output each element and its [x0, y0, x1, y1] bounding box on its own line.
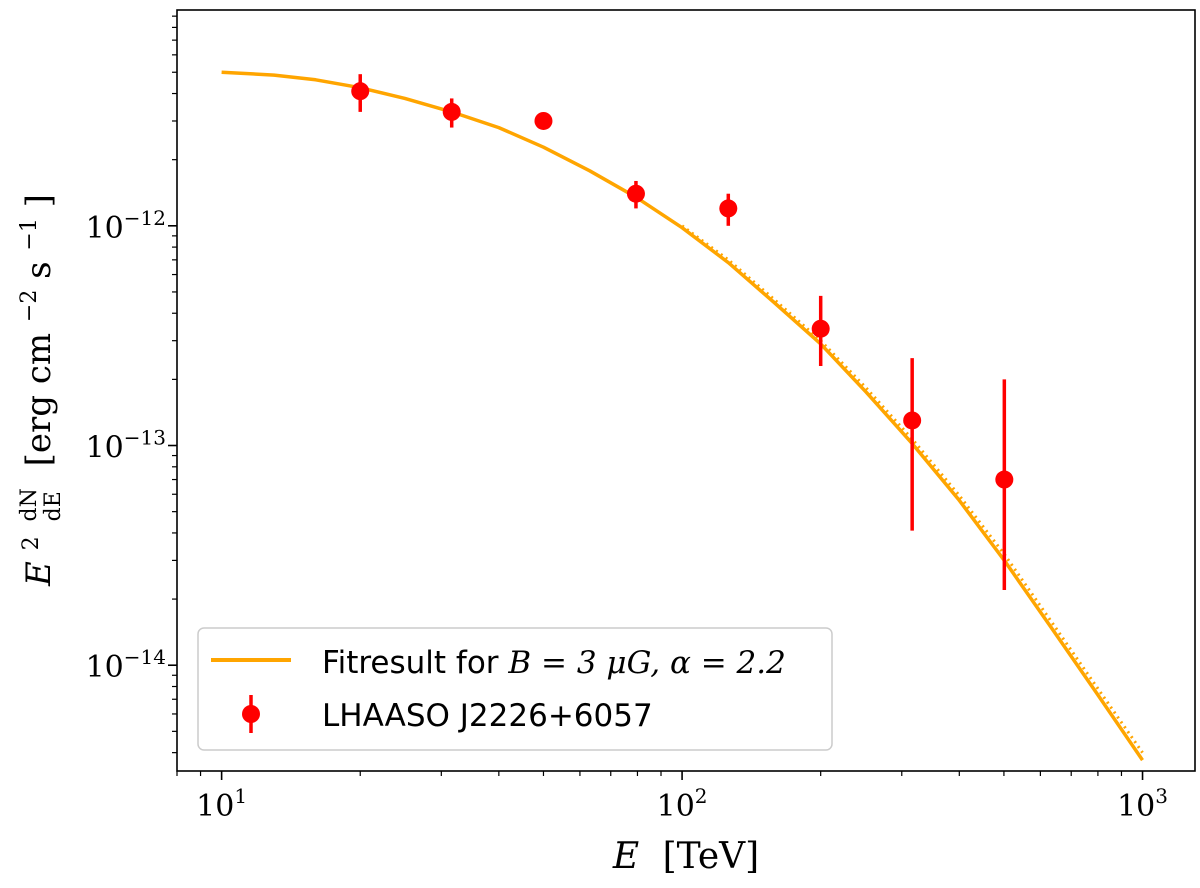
legend-marker-point — [242, 705, 260, 723]
y-axis-label-unit-mid: s — [19, 261, 59, 278]
legend-entry-fit: Fitresult for B = 3 μG, α = 2.2 — [322, 645, 786, 681]
fit-curve-line — [221, 70, 1144, 762]
y-axis-label-sup: 2 — [19, 536, 44, 550]
x-tick-label: 102 — [657, 784, 708, 824]
legend: Fitresult for B = 3 μG, α = 2.2 LHAASO J… — [197, 627, 833, 751]
data-point — [719, 199, 738, 218]
y-axis-label-symbol: E — [19, 561, 59, 587]
y-axis-label-unit-close: ] — [19, 194, 59, 207]
y-tick-label-base: 10 — [86, 211, 124, 246]
y-axis-label-exp2: −1 — [17, 218, 42, 250]
data-point — [903, 411, 922, 430]
legend-box — [197, 627, 833, 751]
data-point — [995, 470, 1014, 489]
x-tick-label-base: 10 — [657, 789, 695, 824]
y-axis-label-exp1: −2 — [17, 290, 42, 322]
data-point — [626, 184, 645, 203]
series-layer — [221, 70, 1144, 762]
y-tick-label-base: 10 — [86, 650, 124, 685]
y-tick-label-exp: −14 — [124, 645, 166, 669]
x-tick-label: 103 — [1117, 784, 1168, 824]
x-axis-label: E [TeV] — [612, 836, 759, 877]
y-tick-label: 10−14 — [86, 645, 166, 685]
data-point — [534, 111, 553, 130]
y-tick-label-exp: −12 — [124, 206, 166, 230]
legend-entry-fit-math: B = 3 μG, α = 2.2 — [507, 645, 785, 681]
y-axis-label-unit-open: [erg cm — [19, 333, 59, 467]
fit-curve-dotted-line — [681, 224, 1144, 754]
x-tick-label: 101 — [196, 784, 247, 824]
svg-text:E 2 dN dE: E 2 dN dE [erg cm −2 s −1 ] — [5, 194, 69, 587]
x-tick-label-base: 10 — [196, 789, 234, 824]
x-tick-labels: 101 102 103 — [196, 784, 1168, 824]
y-tick-label: 10−13 — [86, 426, 166, 466]
y-tick-label-base: 10 — [86, 431, 124, 466]
minor-ticks — [172, 15, 1123, 776]
plot-frame — [176, 9, 1196, 772]
data-point — [811, 319, 830, 338]
x-tick-label-exp: 2 — [695, 784, 708, 808]
x-axis-label-symbol: E — [612, 836, 639, 877]
x-tick-label-exp: 3 — [1155, 784, 1168, 808]
x-tick-label-exp: 1 — [234, 784, 247, 808]
y-axis-label-frac-den: dE — [41, 491, 66, 521]
x-axis-label-unit: [TeV] — [663, 836, 760, 877]
data-point — [442, 102, 461, 121]
y-axis-label-frac-num: dN — [17, 488, 42, 521]
legend-entry-data: LHAASO J2226+6057 — [322, 698, 653, 734]
data-point — [351, 82, 370, 101]
x-tick-label-base: 10 — [1117, 789, 1155, 824]
y-axis-label: E 2 dN dE [erg cm −2 s −1 ] — [5, 194, 69, 587]
major-ticks — [168, 225, 1144, 780]
y-tick-label: 10−12 — [86, 206, 166, 246]
legend-entry-fit-prefix: Fitresult for — [322, 645, 508, 681]
y-tick-label-exp: −13 — [124, 426, 166, 450]
